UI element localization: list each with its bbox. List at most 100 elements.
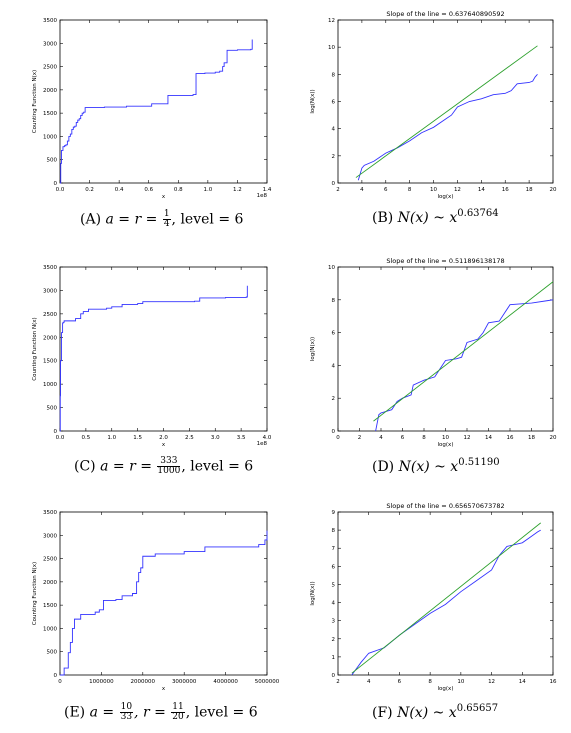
x-tick-label: 0.0	[56, 187, 65, 193]
y-tick-label: 6	[332, 100, 336, 106]
x-tick-label: 1.0	[203, 187, 212, 193]
y-tick-label: 1500	[43, 603, 57, 609]
fraction-denominator: 20	[172, 712, 184, 722]
y-tick-label: 10	[328, 265, 335, 271]
caption-exponent: 0.51190	[458, 457, 500, 468]
y-tick-label: 4	[332, 363, 336, 369]
x-tick-label: 12	[454, 187, 461, 193]
x-tick-label: 1.4	[263, 187, 272, 193]
caption-math: N(x) ~ x	[398, 459, 459, 475]
caption-label: (A)	[80, 211, 102, 228]
x-tick-label: 6	[398, 679, 402, 685]
y-tick-label: 500	[47, 650, 58, 656]
x-tick-label: 6	[384, 187, 388, 193]
x-tick-label: 4	[379, 435, 383, 441]
caption-exponent: 0.63764	[457, 208, 499, 219]
caption-suffix: , level = 6	[185, 704, 258, 721]
x-tick-label: 2	[336, 679, 340, 685]
x-tick-label: 10	[457, 679, 464, 685]
fraction: 333 1000	[157, 457, 181, 476]
y-tick-label: 0	[54, 673, 58, 679]
x-tick-label: 18	[528, 435, 535, 441]
x-tick-label: 1.2	[233, 187, 242, 193]
x-offset-label: 1e8	[257, 441, 268, 447]
x-tick-label: 2	[358, 435, 362, 441]
x-tick-label: 12	[488, 679, 495, 685]
chart-f: 2 4 6 8 10 12 14 160123456789log(x)log(N(x))Slo…	[310, 502, 557, 692]
y-tick-label: 3000	[43, 288, 57, 294]
x-tick-label: 12	[464, 435, 471, 441]
caption-f: (F) N(x) ~ x0.65657	[372, 703, 498, 721]
y-tick-label: 6	[332, 564, 336, 570]
caption-label: (B)	[372, 210, 394, 226]
x-tick-label: 4.0	[263, 435, 272, 441]
caption-math: a =	[89, 704, 119, 721]
x-tick-label: 20	[550, 187, 557, 193]
y-tick-label: 2	[332, 637, 336, 643]
x-tick-label: 4000000	[213, 679, 238, 685]
x-tick-label: 4	[360, 187, 364, 193]
y-tick-label: 0	[332, 429, 336, 435]
fraction-denominator: 4	[163, 219, 170, 229]
caption-label: (C)	[74, 458, 96, 475]
caption-b: (B) N(x) ~ x0.63764	[372, 208, 499, 226]
fraction: 11 20	[171, 702, 185, 722]
x-tick-label: 0.0	[56, 435, 65, 441]
chart-title: Slope of the line = 0.511896138178	[386, 257, 504, 265]
x-tick-label: 8	[408, 187, 412, 193]
x-tick-label: 0.6	[144, 187, 153, 193]
x-tick-label: 4	[367, 679, 371, 685]
fraction: 10 33	[119, 703, 134, 722]
caption-label: (D)	[372, 459, 395, 475]
y-tick-label: 8	[332, 298, 336, 304]
fraction-denominator: 1000	[157, 466, 181, 476]
y-tick-label: 4	[332, 601, 336, 607]
x-axis-label: log(x)	[438, 442, 454, 448]
y-tick-label: 0	[54, 429, 58, 435]
caption-math: a = r =	[100, 458, 157, 475]
x-tick-label: 18	[526, 187, 533, 193]
fit-line	[355, 45, 538, 178]
y-tick-label: 1000	[43, 626, 57, 632]
y-tick-label: 3500	[43, 18, 57, 24]
y-tick-label: 2	[332, 154, 336, 160]
x-tick-label: 2000000	[131, 679, 156, 685]
plot-frame	[337, 19, 554, 184]
chart-a: 0.0 0.2 0.4 0.6 0.8 1.0 1.2 1.4 0 500 1000 1500 2000…	[32, 18, 272, 200]
x-tick-label: 5000000	[255, 679, 280, 685]
fraction-numerator: 333	[157, 457, 181, 467]
chart-e: 0 1000000 2000000 3000000 4000000 5000000 0 500…	[32, 510, 280, 692]
y-axis-label: log(N(x))	[310, 581, 316, 605]
y-tick-label: 1000	[43, 382, 57, 388]
chart-title: Slope of the line = 0.637640890592	[386, 10, 504, 18]
plot-frame	[337, 511, 554, 676]
x-tick-label: 1000000	[89, 679, 114, 685]
x-tick-label: 10	[430, 187, 437, 193]
chart-d: 0 2 4 6 8 10 12 14 16 18 200246810log(x)log(N(x))S…	[310, 257, 557, 448]
y-axis-label: Counting Function N(x)	[32, 70, 38, 133]
caption-label: (E)	[64, 704, 86, 721]
x-offset-label: 1e8	[257, 193, 268, 199]
y-tick-label: 3500	[43, 265, 57, 271]
caption-math: a = r =	[105, 211, 162, 228]
data-line	[59, 285, 248, 432]
x-tick-label: 0	[58, 679, 62, 685]
y-tick-label: 4	[332, 127, 336, 133]
caption-suffix: , level = 6	[171, 211, 244, 228]
x-tick-label: 8	[422, 435, 426, 441]
caption-e: (E) a = 10 33, r = 11 20, level = 6	[64, 703, 258, 722]
fraction-numerator: 1	[162, 209, 171, 220]
x-tick-label: 10	[442, 435, 449, 441]
y-tick-label: 8	[332, 72, 336, 78]
x-axis-label: log(x)	[438, 194, 454, 200]
caption-exponent: 0.65657	[456, 703, 499, 714]
x-tick-label: 0.8	[174, 187, 183, 193]
x-tick-label: 16	[507, 435, 514, 441]
fraction-numerator: 11	[171, 702, 185, 713]
y-axis-label: Counting Function N(x)	[32, 317, 38, 380]
x-axis-label: log(x)	[438, 686, 454, 692]
data-line	[375, 299, 554, 432]
fit-line	[351, 522, 541, 674]
x-tick-label: 8	[428, 679, 432, 685]
